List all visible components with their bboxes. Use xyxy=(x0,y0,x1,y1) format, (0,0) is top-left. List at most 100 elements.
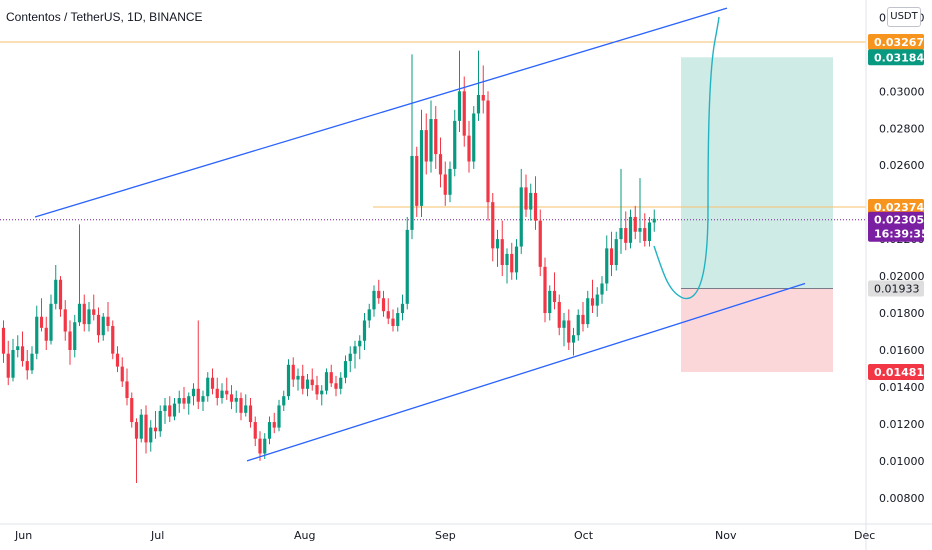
price-badge-bg xyxy=(868,33,924,50)
candle-body xyxy=(524,187,528,210)
candle-body xyxy=(63,309,67,332)
candle-70 xyxy=(334,375,338,397)
candle-body xyxy=(476,95,481,114)
candle-body xyxy=(605,248,609,284)
candle-body xyxy=(410,155,414,230)
candle-body xyxy=(481,95,485,101)
candle-67 xyxy=(320,385,324,406)
candle-31 xyxy=(149,420,153,452)
price-axis[interactable]: 0.00800 0.01000 0.01200 0.01400 0.01600 0.018… xyxy=(879,11,925,504)
candle-body xyxy=(324,372,329,391)
candle-body xyxy=(619,228,623,240)
candle-133 xyxy=(633,205,637,240)
candle-body xyxy=(400,303,405,314)
currency-button[interactable]: USDT xyxy=(887,7,921,27)
candle-36 xyxy=(172,398,177,421)
candle-123 xyxy=(586,290,590,328)
candle-81 xyxy=(386,298,390,325)
candle-43 xyxy=(206,372,210,402)
projection-curve xyxy=(653,16,720,300)
candlestick-series xyxy=(1,50,656,484)
candle-100 xyxy=(476,50,481,121)
candle-body xyxy=(158,410,162,432)
candle-27 xyxy=(130,392,134,428)
price-badge-bg xyxy=(868,198,924,215)
drawings[interactable] xyxy=(34,7,806,462)
candle-21 xyxy=(101,313,105,341)
candle-68 xyxy=(324,368,329,395)
candle-body xyxy=(73,322,77,350)
candle-71 xyxy=(339,372,343,395)
candle-body xyxy=(381,298,386,312)
candle-113 xyxy=(538,209,542,277)
candle-body xyxy=(96,314,101,336)
candle-122 xyxy=(581,301,585,332)
candle-101 xyxy=(481,65,485,114)
price-badge: 0.01481 xyxy=(868,363,924,380)
candle-72 xyxy=(343,355,348,384)
candle-body xyxy=(595,294,599,306)
x-tick-label: Aug xyxy=(294,529,315,542)
candle-50 xyxy=(239,392,243,421)
candle-38 xyxy=(182,386,186,410)
candle-110 xyxy=(524,174,528,217)
candle-60 xyxy=(286,359,291,400)
candle-body xyxy=(396,313,400,326)
candle-body xyxy=(25,361,29,371)
candle-57 xyxy=(272,412,276,434)
candle-90 xyxy=(429,100,433,173)
candle-108 xyxy=(514,239,519,280)
candle-59 xyxy=(282,390,286,411)
candle-22 xyxy=(106,301,110,332)
candle-118 xyxy=(562,313,566,347)
price-badge-bg xyxy=(868,211,924,242)
candle-body xyxy=(182,398,186,404)
candle-body xyxy=(571,335,576,343)
time-axis[interactable]: Jun Jul Aug Sep Oct Nov Dec xyxy=(14,529,875,542)
candle-29 xyxy=(139,409,143,443)
candle-body xyxy=(362,320,367,341)
candle-body xyxy=(49,303,53,341)
candle-body xyxy=(6,353,10,378)
candle-body xyxy=(11,350,15,378)
candle-body xyxy=(624,228,628,243)
candle-9 xyxy=(44,316,48,350)
candle-109 xyxy=(519,168,523,254)
x-tick-label: Dec xyxy=(854,529,875,542)
y-tick-label: 0.00800 xyxy=(879,492,925,505)
candle-body xyxy=(234,398,238,402)
long-position-tool[interactable] xyxy=(681,57,833,372)
candle-body xyxy=(82,303,86,325)
candle-body xyxy=(272,422,276,428)
candle-73 xyxy=(348,346,352,373)
candle-body xyxy=(320,390,324,395)
candle-body xyxy=(334,383,338,389)
candle-body xyxy=(643,228,647,241)
candle-body xyxy=(453,120,457,169)
candle-body xyxy=(358,340,362,347)
candle-body xyxy=(391,318,395,326)
price-badge-countdown: 16:39:35 xyxy=(874,228,929,241)
candle-body xyxy=(367,309,371,321)
candle-24 xyxy=(115,346,120,373)
candle-body xyxy=(282,396,286,406)
candle-18 xyxy=(87,301,91,332)
candle-body xyxy=(101,316,105,336)
candle-body xyxy=(187,396,191,404)
candle-115 xyxy=(548,285,552,321)
price-badge-bg xyxy=(868,363,924,380)
candle-94 xyxy=(448,161,452,203)
candle-49 xyxy=(234,390,238,413)
candle-body xyxy=(448,168,452,195)
candle-body xyxy=(405,229,409,304)
candle-body xyxy=(529,192,533,210)
candle-body xyxy=(491,202,495,249)
candle-body xyxy=(638,228,642,232)
candle-136 xyxy=(647,216,652,247)
candle-34 xyxy=(163,398,167,424)
price-badge-bg xyxy=(868,49,924,66)
candle-body xyxy=(415,155,419,206)
candle-body xyxy=(87,309,91,325)
